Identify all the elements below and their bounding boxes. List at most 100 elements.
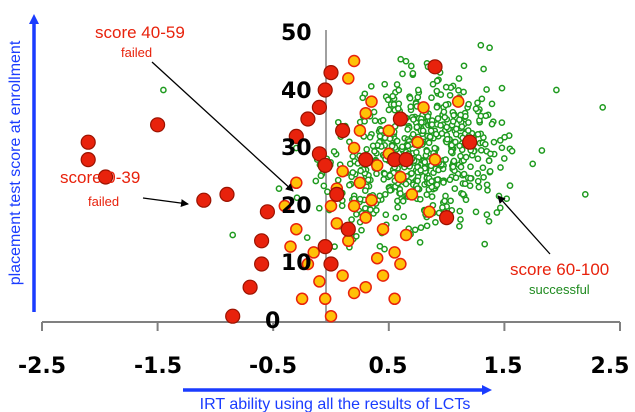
successful-point: [381, 191, 389, 198]
successful-point: [361, 187, 369, 194]
successful-point: [348, 216, 355, 223]
successful-point: [437, 122, 444, 129]
successful-point: [441, 113, 449, 121]
successful-point: [160, 86, 167, 94]
score-0-39-point: [323, 64, 339, 81]
score-40-59-point: [307, 246, 320, 259]
successful-point: [456, 116, 463, 124]
score-0-39-point: [80, 152, 96, 168]
successful-point: [399, 197, 407, 205]
successful-point: [369, 142, 377, 150]
x-tick-label: 2.5: [591, 354, 630, 379]
successful-point: [384, 96, 392, 104]
successful-point: [394, 105, 402, 112]
score-40-59-point: [290, 176, 303, 190]
successful-point: [490, 138, 498, 146]
score-0-39-point: [340, 221, 356, 237]
successful-point: [474, 177, 482, 185]
successful-point: [450, 111, 458, 119]
successful-point: [486, 44, 493, 52]
successful-point: [446, 176, 454, 184]
successful-point: [381, 170, 389, 178]
score-40-59-point: [336, 164, 349, 178]
successful-point: [437, 91, 445, 98]
score-40-59-point: [353, 176, 367, 190]
annotation-arrow-40-59: [151, 61, 294, 192]
successful-point: [581, 191, 589, 198]
successful-point: [457, 163, 465, 171]
successful-point: [441, 197, 448, 205]
successful-point: [442, 101, 450, 109]
score-0-39-point: [358, 152, 374, 168]
successful-point: [428, 94, 435, 102]
successful-point: [456, 222, 463, 230]
x-axis-label: IRT ability using all the results of LCT…: [200, 396, 471, 412]
successful-point: [418, 119, 425, 126]
successful-point: [376, 242, 384, 250]
score-40-59-point: [347, 199, 361, 213]
score-40-59-point: [342, 234, 355, 248]
successful-point: [474, 99, 481, 107]
successful-point: [452, 138, 459, 146]
successful-point: [496, 204, 504, 212]
score-0-39-points: [80, 59, 478, 324]
successful-point: [349, 153, 357, 160]
successful-point: [439, 204, 446, 211]
successful-point: [361, 117, 368, 125]
score-40-59-point: [353, 124, 367, 137]
successful-point: [417, 224, 425, 231]
successful-point: [447, 197, 454, 205]
score-0-39-point: [439, 210, 455, 226]
successful-point: [500, 155, 508, 162]
successful-point: [465, 100, 472, 108]
score-40-59-point: [284, 240, 297, 253]
score-0-39-point: [150, 117, 166, 133]
annotation-score-60-100-status: successful: [529, 282, 590, 297]
successful-point: [404, 142, 412, 150]
successful-point: [424, 113, 432, 120]
score-0-39-point: [329, 186, 345, 202]
successful-point: [419, 127, 427, 135]
successful-point: [411, 226, 419, 234]
successful-point: [356, 195, 364, 203]
successful-point: [367, 82, 375, 90]
y-axis-label: placement test score at enrollment: [7, 40, 24, 285]
successful-point: [478, 95, 486, 103]
score-40-59-point: [347, 54, 361, 68]
score-40-59-point: [336, 269, 349, 282]
successful-point: [315, 204, 323, 212]
successful-point: [498, 84, 506, 92]
successful-point: [433, 103, 441, 111]
y-tick-label: 0: [265, 309, 280, 334]
successful-point: [394, 203, 402, 211]
successful-point: [381, 80, 389, 88]
successful-point: [229, 231, 237, 239]
successful-point: [409, 131, 417, 138]
score-0-39-point: [225, 308, 241, 324]
successful-point: [472, 208, 480, 216]
successful-point: [373, 170, 380, 178]
successful-point: [353, 210, 360, 218]
successful-point: [386, 187, 394, 194]
successful-point: [349, 169, 357, 176]
successful-point: [460, 62, 468, 70]
successful-point: [485, 217, 493, 225]
score-0-39-point: [196, 192, 212, 208]
successful-point: [402, 180, 410, 188]
successful-point: [413, 123, 421, 131]
successful-point: [379, 116, 387, 124]
score-0-39-point: [462, 134, 478, 150]
successful-point: [452, 125, 460, 133]
successful-point: [364, 176, 372, 184]
successful-point: [432, 218, 439, 226]
score-0-39-point: [427, 59, 443, 75]
successful-point: [433, 87, 441, 95]
successful-point: [484, 186, 491, 194]
successful-point: [459, 190, 467, 198]
successful-point: [506, 182, 514, 189]
successful-point: [538, 147, 546, 154]
successful-point: [599, 104, 607, 111]
successful-point: [451, 185, 459, 192]
successful-point: [440, 179, 447, 186]
